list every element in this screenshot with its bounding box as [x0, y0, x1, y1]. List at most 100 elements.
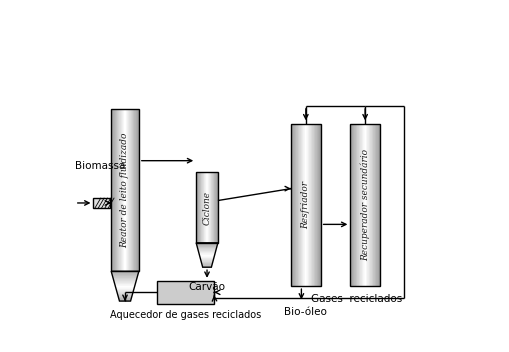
Bar [213, 172, 214, 243]
Bar [364, 124, 365, 286]
Bar [121, 109, 122, 271]
Polygon shape [111, 271, 138, 272]
Bar [311, 124, 312, 286]
Bar [379, 124, 380, 286]
Bar [124, 109, 125, 271]
Bar [125, 109, 126, 271]
Bar [128, 109, 129, 271]
Polygon shape [117, 291, 133, 292]
Bar [120, 109, 121, 271]
Polygon shape [117, 293, 132, 294]
Polygon shape [197, 250, 215, 251]
Bar [123, 109, 124, 271]
Bar [365, 124, 366, 286]
Bar [298, 124, 299, 286]
Bar [201, 172, 202, 243]
Bar [132, 109, 133, 271]
Bar [372, 124, 373, 286]
Polygon shape [116, 289, 133, 290]
Polygon shape [200, 258, 213, 259]
Bar [367, 124, 368, 286]
Polygon shape [196, 243, 217, 244]
Bar [301, 124, 302, 286]
Bar [351, 124, 352, 286]
Bar [112, 109, 114, 271]
Bar [307, 124, 308, 286]
Bar [292, 124, 293, 286]
Bar [133, 109, 134, 271]
Bar [318, 124, 319, 286]
Bar [204, 172, 205, 243]
Polygon shape [111, 272, 138, 273]
Polygon shape [113, 279, 136, 280]
Bar [199, 172, 200, 243]
Bar [375, 124, 376, 286]
Bar [355, 124, 356, 286]
Bar [291, 124, 320, 286]
Bar [115, 109, 116, 271]
Bar [371, 124, 372, 286]
Bar [118, 109, 119, 271]
Text: Bio-óleo: Bio-óleo [284, 307, 327, 316]
Bar [319, 124, 320, 286]
Bar [296, 124, 297, 286]
Bar [117, 109, 118, 271]
Bar [353, 124, 354, 286]
Bar [368, 124, 369, 286]
Bar [214, 172, 215, 243]
Bar [134, 109, 135, 271]
Polygon shape [118, 295, 132, 296]
Bar [313, 124, 314, 286]
Bar [129, 109, 130, 271]
Polygon shape [199, 256, 214, 257]
Polygon shape [197, 247, 216, 248]
Text: Reator de leito fluidizado: Reator de leito fluidizado [120, 132, 129, 248]
Bar [208, 172, 209, 243]
Polygon shape [118, 296, 132, 297]
Bar [215, 172, 216, 243]
Bar [354, 124, 355, 286]
Polygon shape [197, 249, 216, 250]
Polygon shape [196, 246, 217, 247]
Bar [350, 124, 351, 286]
Bar [204, 172, 205, 243]
Bar [303, 124, 304, 286]
Text: Gases  reciclados: Gases reciclados [310, 294, 401, 304]
Bar [126, 109, 127, 271]
Bar [208, 172, 209, 243]
Bar [369, 124, 370, 286]
Bar [359, 124, 360, 286]
Bar [295, 124, 296, 286]
Bar [315, 124, 316, 286]
Bar [111, 109, 112, 271]
Bar [216, 172, 217, 243]
Bar [318, 124, 319, 286]
Bar [305, 124, 306, 286]
Bar [120, 109, 121, 271]
Bar [306, 124, 307, 286]
Bar [133, 109, 134, 271]
Bar [356, 124, 357, 286]
Bar [197, 172, 198, 243]
Bar [307, 124, 308, 286]
Bar [124, 109, 125, 271]
Text: Recuperador secundário: Recuperador secundário [360, 149, 369, 261]
Bar [136, 109, 137, 271]
Bar [210, 172, 211, 243]
Bar [293, 124, 294, 286]
Bar [291, 124, 292, 286]
Polygon shape [116, 290, 133, 291]
Polygon shape [117, 292, 133, 293]
Bar [210, 172, 211, 243]
Polygon shape [116, 288, 134, 289]
Bar [298, 124, 299, 286]
Bar [372, 124, 373, 286]
Bar [362, 124, 363, 286]
Bar [304, 124, 305, 286]
Bar [312, 124, 313, 286]
Polygon shape [198, 251, 215, 252]
Polygon shape [199, 253, 215, 254]
Polygon shape [119, 299, 131, 300]
Bar [211, 172, 212, 243]
Bar [209, 172, 210, 243]
